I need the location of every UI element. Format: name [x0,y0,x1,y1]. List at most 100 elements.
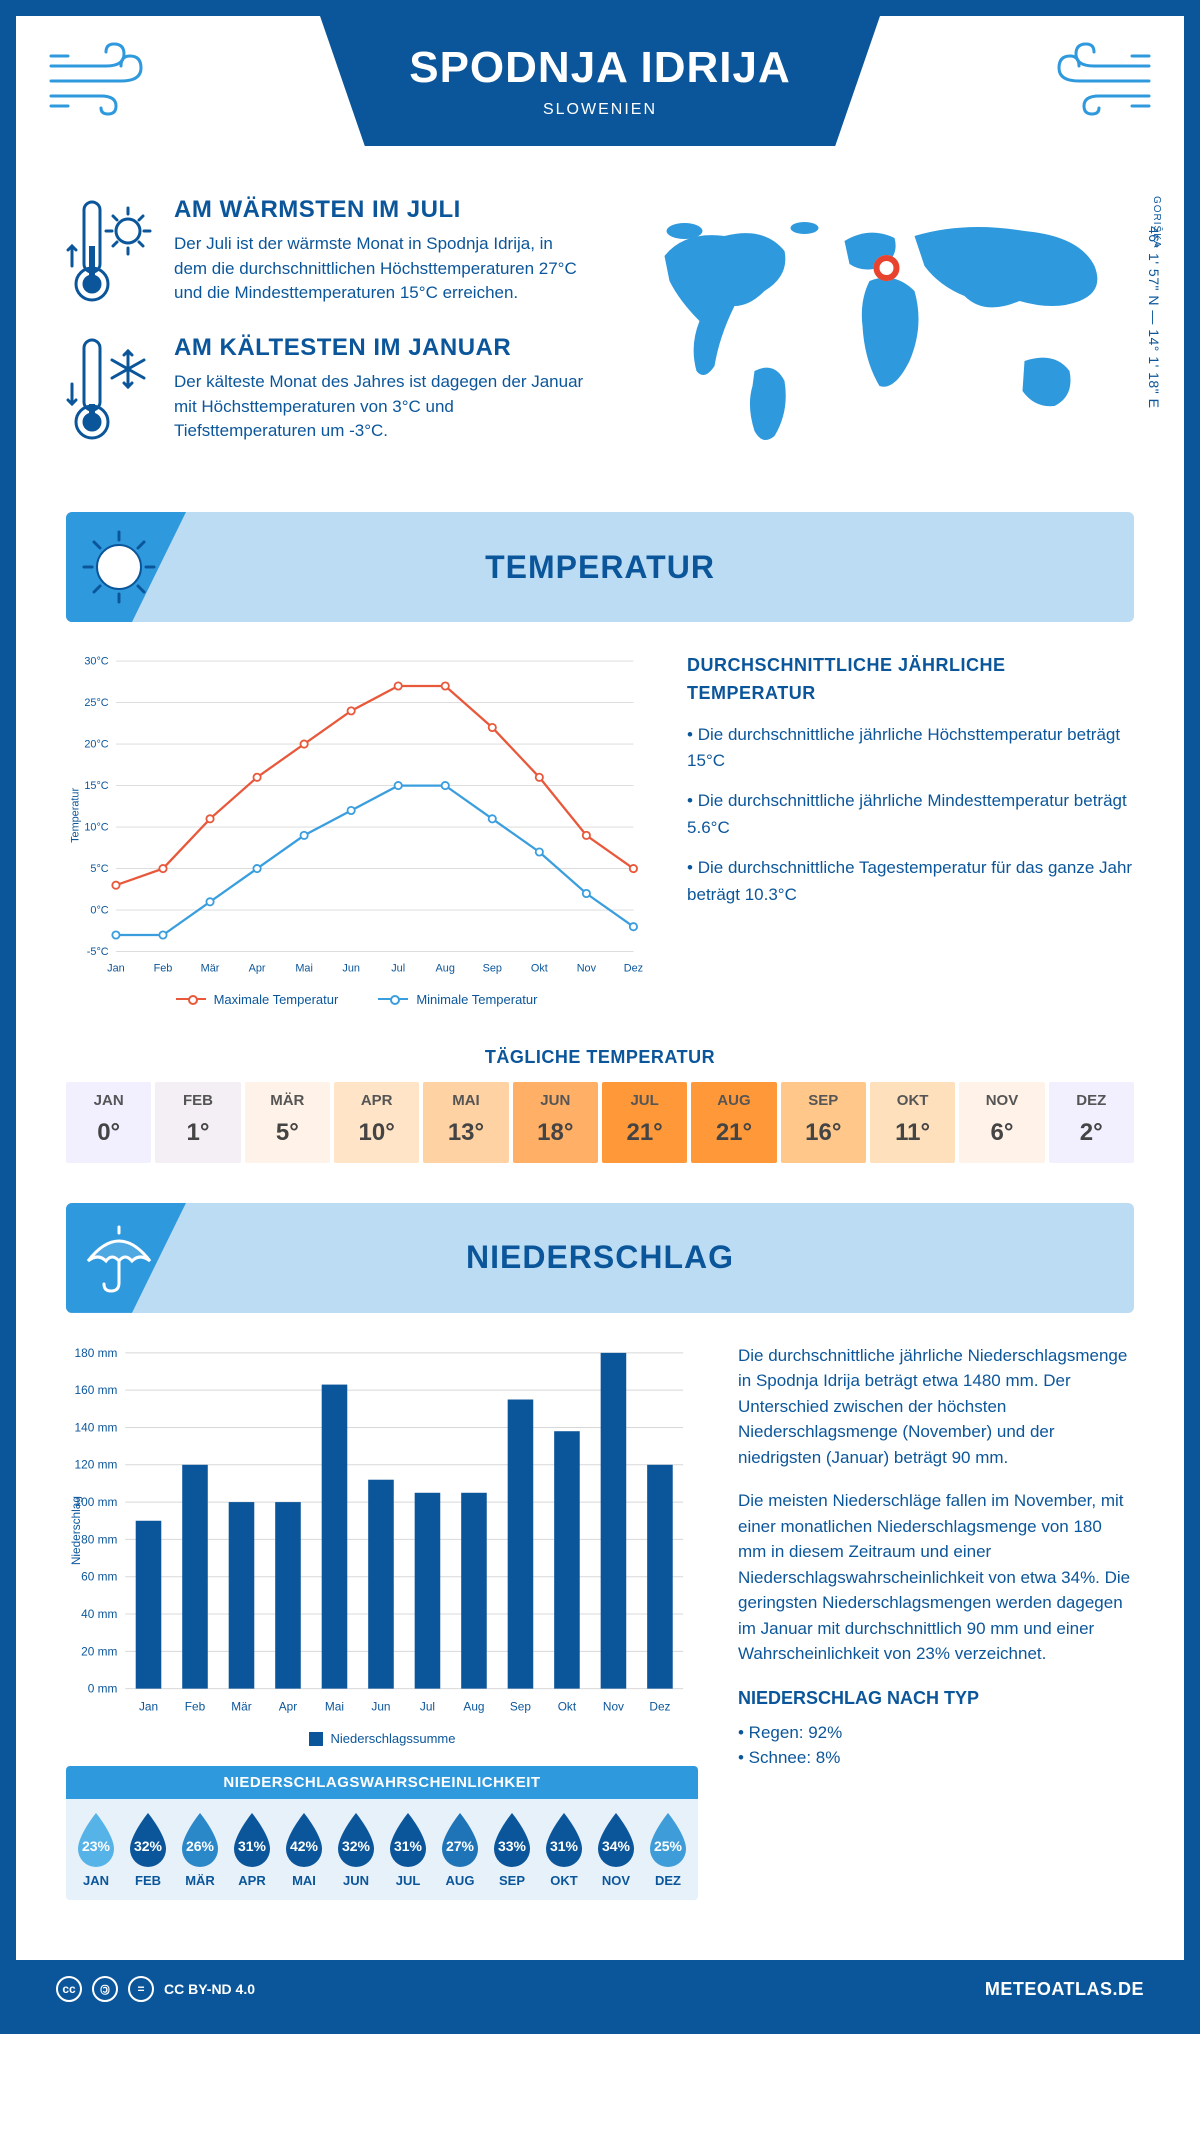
daily-temp-heading: TÄGLICHE TEMPERATUR [16,1047,1184,1068]
header: SPODNJA IDRIJA SLOWENIEN [16,16,1184,176]
svg-text:31%: 31% [550,1838,579,1854]
svg-text:0 mm: 0 mm [88,1681,118,1695]
svg-text:15°C: 15°C [84,780,108,792]
probability-cell: 32%JUN [332,1809,380,1888]
daily-temp-cell: JUN18° [513,1082,598,1163]
svg-text:Apr: Apr [279,1699,297,1713]
probability-cell: 33%SEP [488,1809,536,1888]
infographic-page: SPODNJA IDRIJA SLOWENIEN [0,0,1200,2034]
warmest-heading: AM WÄRMSTEN IM JULI [174,196,585,224]
temperature-banner: TEMPERATUR [66,512,1134,622]
intro-text-col: AM WÄRMSTEN IM JULI Der Juli ist der wär… [66,196,585,472]
daily-temp-cell: MÄR5° [245,1082,330,1163]
sun-icon [80,528,158,606]
svg-text:20 mm: 20 mm [81,1644,117,1658]
daily-temp-cell: DEZ2° [1049,1082,1134,1163]
precip-paragraph: Die durchschnittliche jährliche Niedersc… [738,1343,1134,1471]
coordinates: 46° 1' 57" N — 14° 1' 18" E [1146,226,1162,408]
svg-text:Mai: Mai [295,963,313,975]
daily-temp-cell: FEB1° [155,1082,240,1163]
coldest-heading: AM KÄLTESTEN IM JANUAR [174,334,585,362]
svg-text:20°C: 20°C [84,739,108,751]
svg-text:34%: 34% [602,1838,631,1854]
svg-text:40 mm: 40 mm [81,1607,117,1621]
svg-text:Mär: Mär [201,963,220,975]
precip-type-item: • Schnee: 8% [738,1745,1134,1771]
svg-text:Feb: Feb [185,1699,206,1713]
svg-text:-5°C: -5°C [87,946,109,958]
svg-text:Aug: Aug [463,1699,484,1713]
svg-text:25%: 25% [654,1838,683,1854]
umbrella-icon [80,1219,158,1297]
svg-text:80 mm: 80 mm [81,1532,117,1546]
probability-cell: 34%NOV [592,1809,640,1888]
precipitation-banner: NIEDERSCHLAG [66,1203,1134,1313]
daily-temp-cell: JUL21° [602,1082,687,1163]
thermometer-sun-icon [66,196,156,306]
legend-min-label: Minimale Temperatur [416,992,537,1007]
daily-temp-cell: NOV6° [959,1082,1044,1163]
svg-text:Mär: Mär [231,1699,251,1713]
probability-cell: 31%APR [228,1809,276,1888]
temp-bullet: • Die durchschnittliche Tagestemperatur … [687,855,1134,908]
svg-text:32%: 32% [134,1838,163,1854]
svg-text:27%: 27% [446,1838,475,1854]
warmest-text: Der Juli ist der wärmste Monat in Spodnj… [174,232,585,306]
by-icon: 🄯 [92,1976,118,2002]
daily-temp-cell: AUG21° [691,1082,776,1163]
svg-text:30°C: 30°C [84,656,108,668]
daily-temp-cell: OKT11° [870,1082,955,1163]
precip-type-heading: NIEDERSCHLAG NACH TYP [738,1685,1134,1712]
precip-type-item: • Regen: 92% [738,1720,1134,1746]
svg-text:26%: 26% [186,1838,215,1854]
svg-text:0°C: 0°C [90,905,108,917]
probability-cell: 42%MAI [280,1809,328,1888]
svg-text:Jan: Jan [139,1699,158,1713]
svg-text:Niederschlag: Niederschlag [69,1496,83,1565]
temperature-chart: -5°C0°C5°C10°C15°C20°C25°C30°CJanFebMärA… [66,652,647,1007]
svg-text:Dez: Dez [624,963,643,975]
temp-summary-heading: DURCHSCHNITTLICHE JÄHRLICHE TEMPERATUR [687,652,1134,708]
svg-text:Okt: Okt [558,1699,577,1713]
footer: cc 🄯 = CC BY-ND 4.0 METEOATLAS.DE [16,1960,1184,2018]
intro-section: AM WÄRMSTEN IM JULI Der Juli ist der wär… [16,176,1184,502]
precipitation-section: 0 mm20 mm40 mm60 mm80 mm100 mm120 mm140 … [16,1343,1184,1920]
daily-temp-cell: JAN0° [66,1082,151,1163]
precipitation-heading: NIEDERSCHLAG [466,1239,734,1276]
nd-icon: = [128,1976,154,2002]
temperature-legend: Maximale Temperatur Minimale Temperatur [66,992,647,1007]
temp-bullet: • Die durchschnittliche jährliche Mindes… [687,788,1134,841]
license-text: CC BY-ND 4.0 [164,1981,255,1997]
probability-cell: 27%AUG [436,1809,484,1888]
precip-paragraph: Die meisten Niederschläge fallen im Nove… [738,1488,1134,1667]
coldest-block: AM KÄLTESTEN IM JANUAR Der kälteste Mona… [66,334,585,444]
svg-text:Jan: Jan [107,963,125,975]
coldest-text: Der kälteste Monat des Jahres ist dagege… [174,370,585,444]
probability-heading: NIEDERSCHLAGSWAHRSCHEINLICHKEIT [66,1766,698,1799]
probability-cell: 31%JUL [384,1809,432,1888]
svg-text:25°C: 25°C [84,697,108,709]
legend-precip-label: Niederschlagssumme [331,1731,456,1746]
thermometer-snow-icon [66,334,156,444]
probability-box: NIEDERSCHLAGSWAHRSCHEINLICHKEIT 23%JAN 32… [66,1766,698,1900]
svg-text:Aug: Aug [436,963,455,975]
site-name: METEOATLAS.DE [985,1979,1144,2000]
wind-icon [46,36,166,116]
svg-text:42%: 42% [290,1838,319,1854]
probability-row: 23%JAN32%FEB26%MÄR31%APR42%MAI32%JUN31%J… [66,1799,698,1900]
page-title: SPODNJA IDRIJA [409,43,791,93]
map-column: GORIŠKA 46° 1' 57" N — 14° 1' 18" E [615,196,1134,472]
svg-text:Nov: Nov [577,963,597,975]
probability-cell: 23%JAN [72,1809,120,1888]
svg-text:10°C: 10°C [84,822,108,834]
svg-text:120 mm: 120 mm [75,1458,118,1472]
wind-icon [1034,36,1154,116]
svg-text:Apr: Apr [249,963,266,975]
svg-text:Jul: Jul [420,1699,435,1713]
svg-text:Dez: Dez [649,1699,670,1713]
daily-temp-cell: SEP16° [781,1082,866,1163]
page-subtitle: SLOWENIEN [543,101,657,119]
temperature-heading: TEMPERATUR [485,549,715,586]
daily-temp-cell: APR10° [334,1082,419,1163]
svg-text:Okt: Okt [531,963,548,975]
